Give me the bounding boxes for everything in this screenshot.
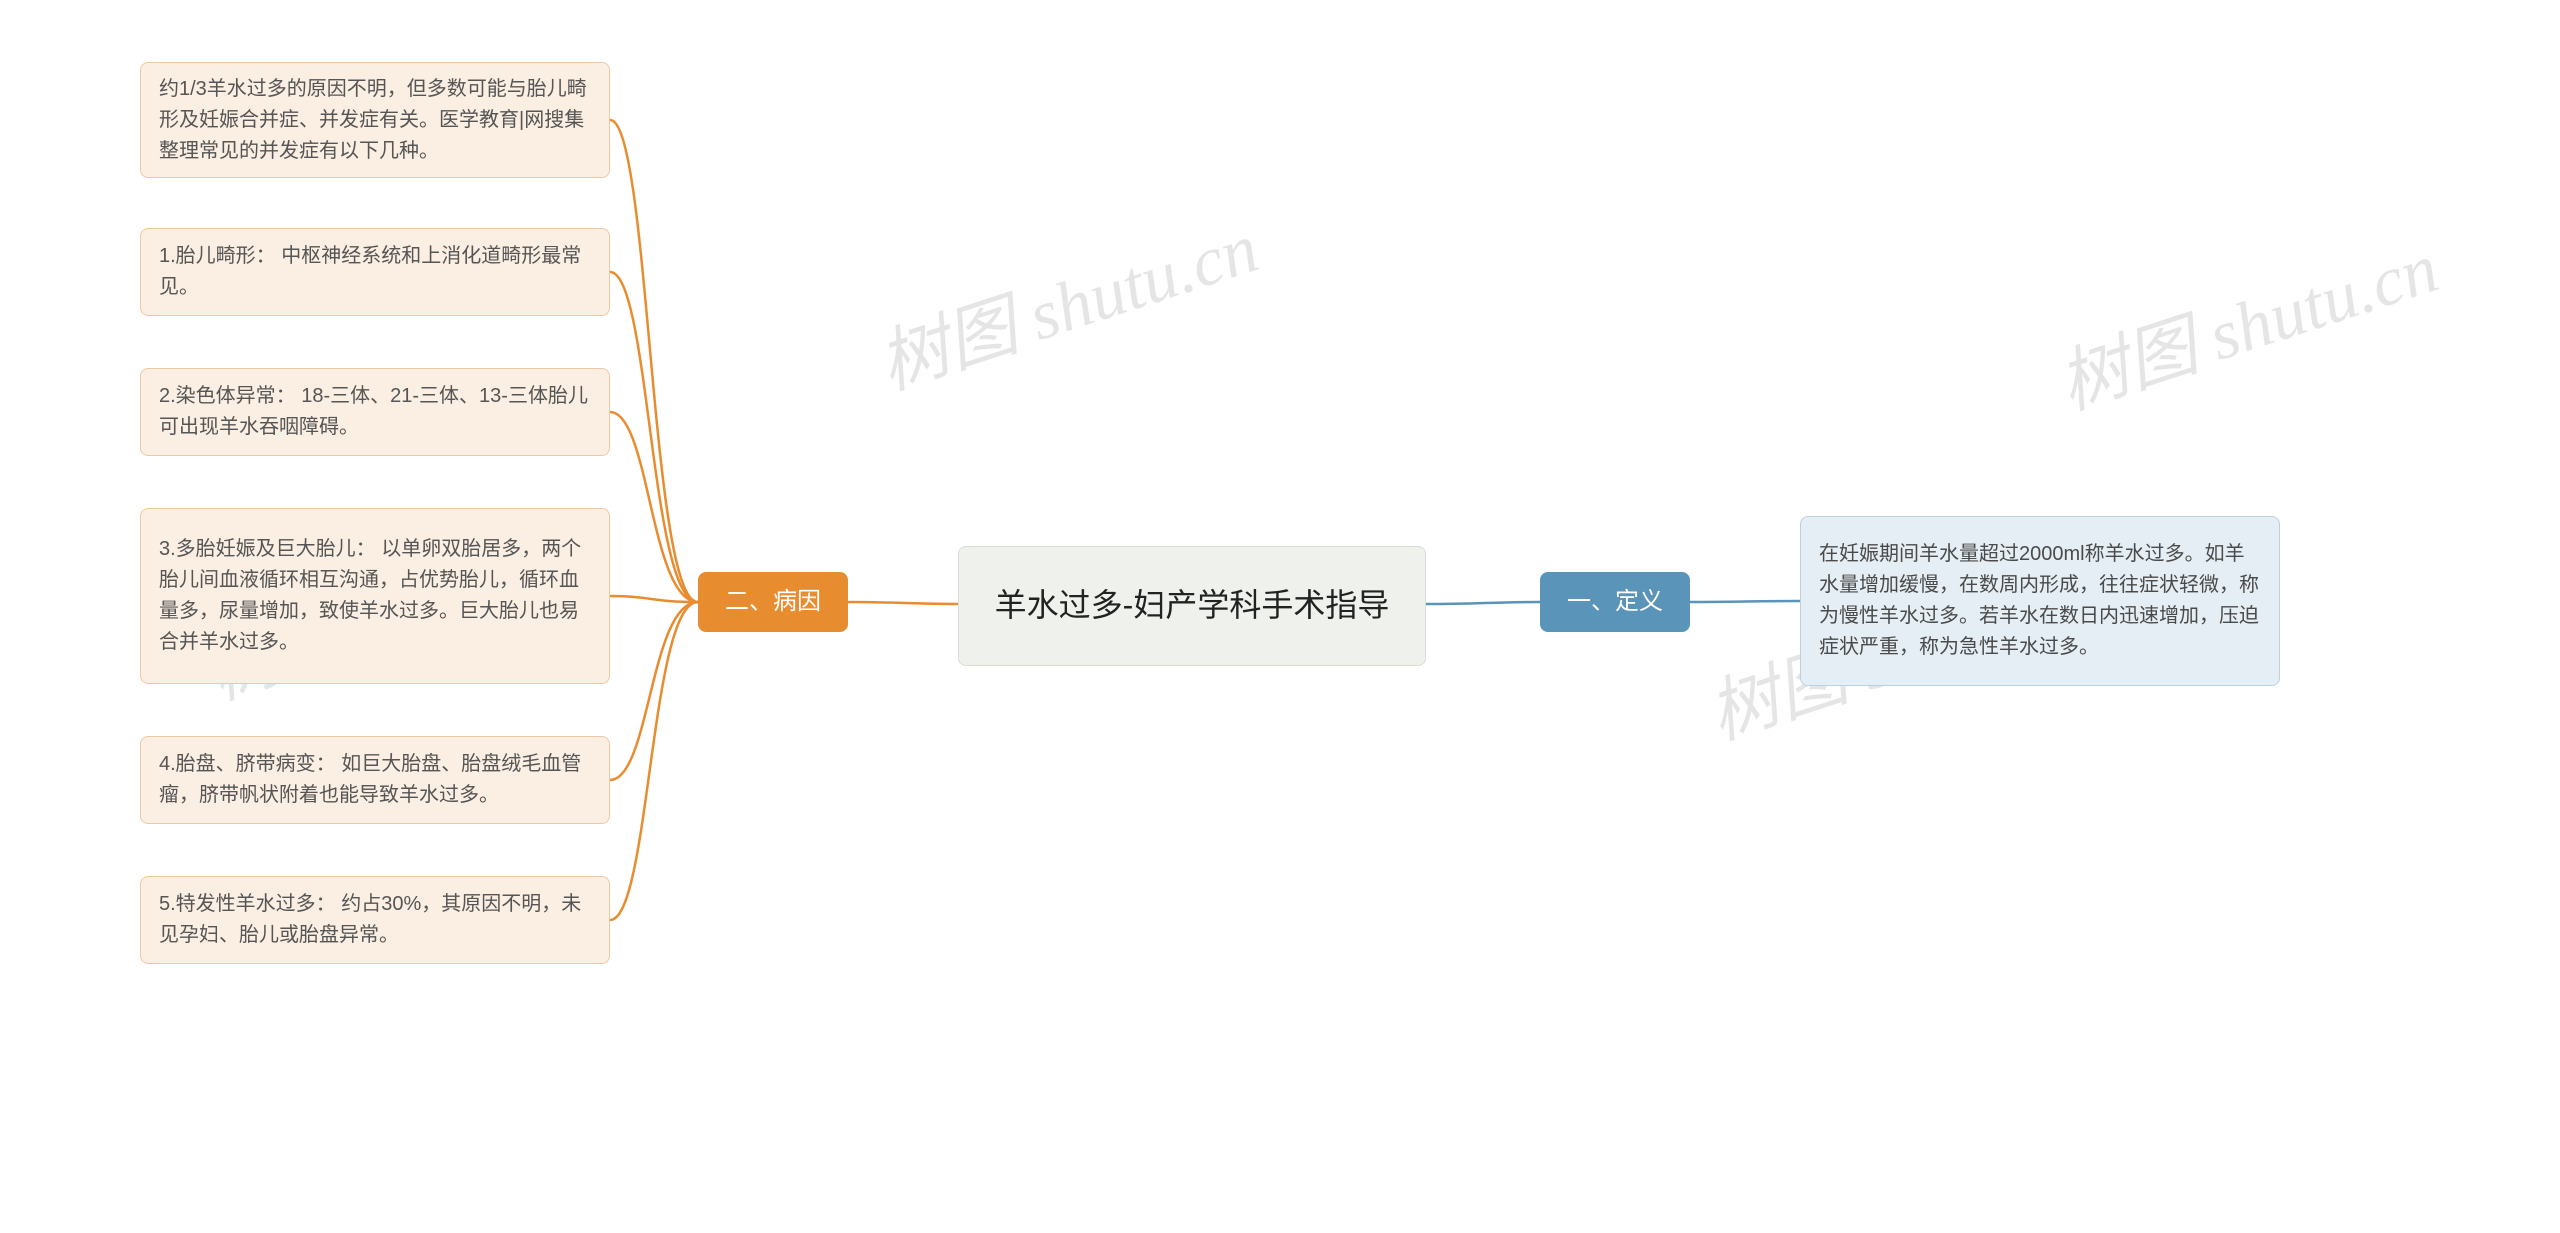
leaf-etiology-0-text: 约1/3羊水过多的原因不明，但多数可能与胎儿畸形及妊娠合并症、并发症有关。医学教…: [159, 74, 591, 167]
leaf-definition-0: 在妊娠期间羊水量超过2000ml称羊水过多。如羊水量增加缓慢，在数周内形成，往往…: [1800, 516, 2280, 686]
branch-definition-label: 一、定义: [1567, 583, 1663, 620]
leaf-etiology-1-text: 1.胎儿畸形： 中枢神经系统和上消化道畸形最常见。: [159, 241, 591, 303]
watermark: 树图 shutu.cn: [864, 192, 1269, 409]
leaf-etiology-0: 约1/3羊水过多的原因不明，但多数可能与胎儿畸形及妊娠合并症、并发症有关。医学教…: [140, 62, 610, 178]
leaf-etiology-2: 2.染色体异常： 18-三体、21-三体、13-三体胎儿可出现羊水吞咽障碍。: [140, 368, 610, 456]
root-node: 羊水过多-妇产学科手术指导: [958, 546, 1426, 666]
root-label: 羊水过多-妇产学科手术指导: [995, 580, 1390, 631]
leaf-etiology-3: 3.多胎妊娠及巨大胎儿： 以单卵双胎居多，两个胎儿间血液循环相互沟通，占优势胎儿…: [140, 508, 610, 684]
leaf-etiology-4: 4.胎盘、脐带病变： 如巨大胎盘、胎盘绒毛血管瘤，脐带帆状附着也能导致羊水过多。: [140, 736, 610, 824]
leaf-etiology-5: 5.特发性羊水过多： 约占30%，其原因不明，未见孕妇、胎儿或胎盘异常。: [140, 876, 610, 964]
watermark: 树图 shutu.cn: [2044, 212, 2449, 429]
leaf-definition-0-text: 在妊娠期间羊水量超过2000ml称羊水过多。如羊水量增加缓慢，在数周内形成，往往…: [1819, 539, 2261, 663]
leaf-etiology-5-text: 5.特发性羊水过多： 约占30%，其原因不明，未见孕妇、胎儿或胎盘异常。: [159, 889, 591, 951]
branch-definition: 一、定义: [1540, 572, 1690, 632]
branch-etiology: 二、病因: [698, 572, 848, 632]
leaf-etiology-4-text: 4.胎盘、脐带病变： 如巨大胎盘、胎盘绒毛血管瘤，脐带帆状附着也能导致羊水过多。: [159, 749, 591, 811]
leaf-etiology-1: 1.胎儿畸形： 中枢神经系统和上消化道畸形最常见。: [140, 228, 610, 316]
leaf-etiology-3-text: 3.多胎妊娠及巨大胎儿： 以单卵双胎居多，两个胎儿间血液循环相互沟通，占优势胎儿…: [159, 534, 591, 658]
leaf-etiology-2-text: 2.染色体异常： 18-三体、21-三体、13-三体胎儿可出现羊水吞咽障碍。: [159, 381, 591, 443]
branch-etiology-label: 二、病因: [725, 583, 821, 620]
